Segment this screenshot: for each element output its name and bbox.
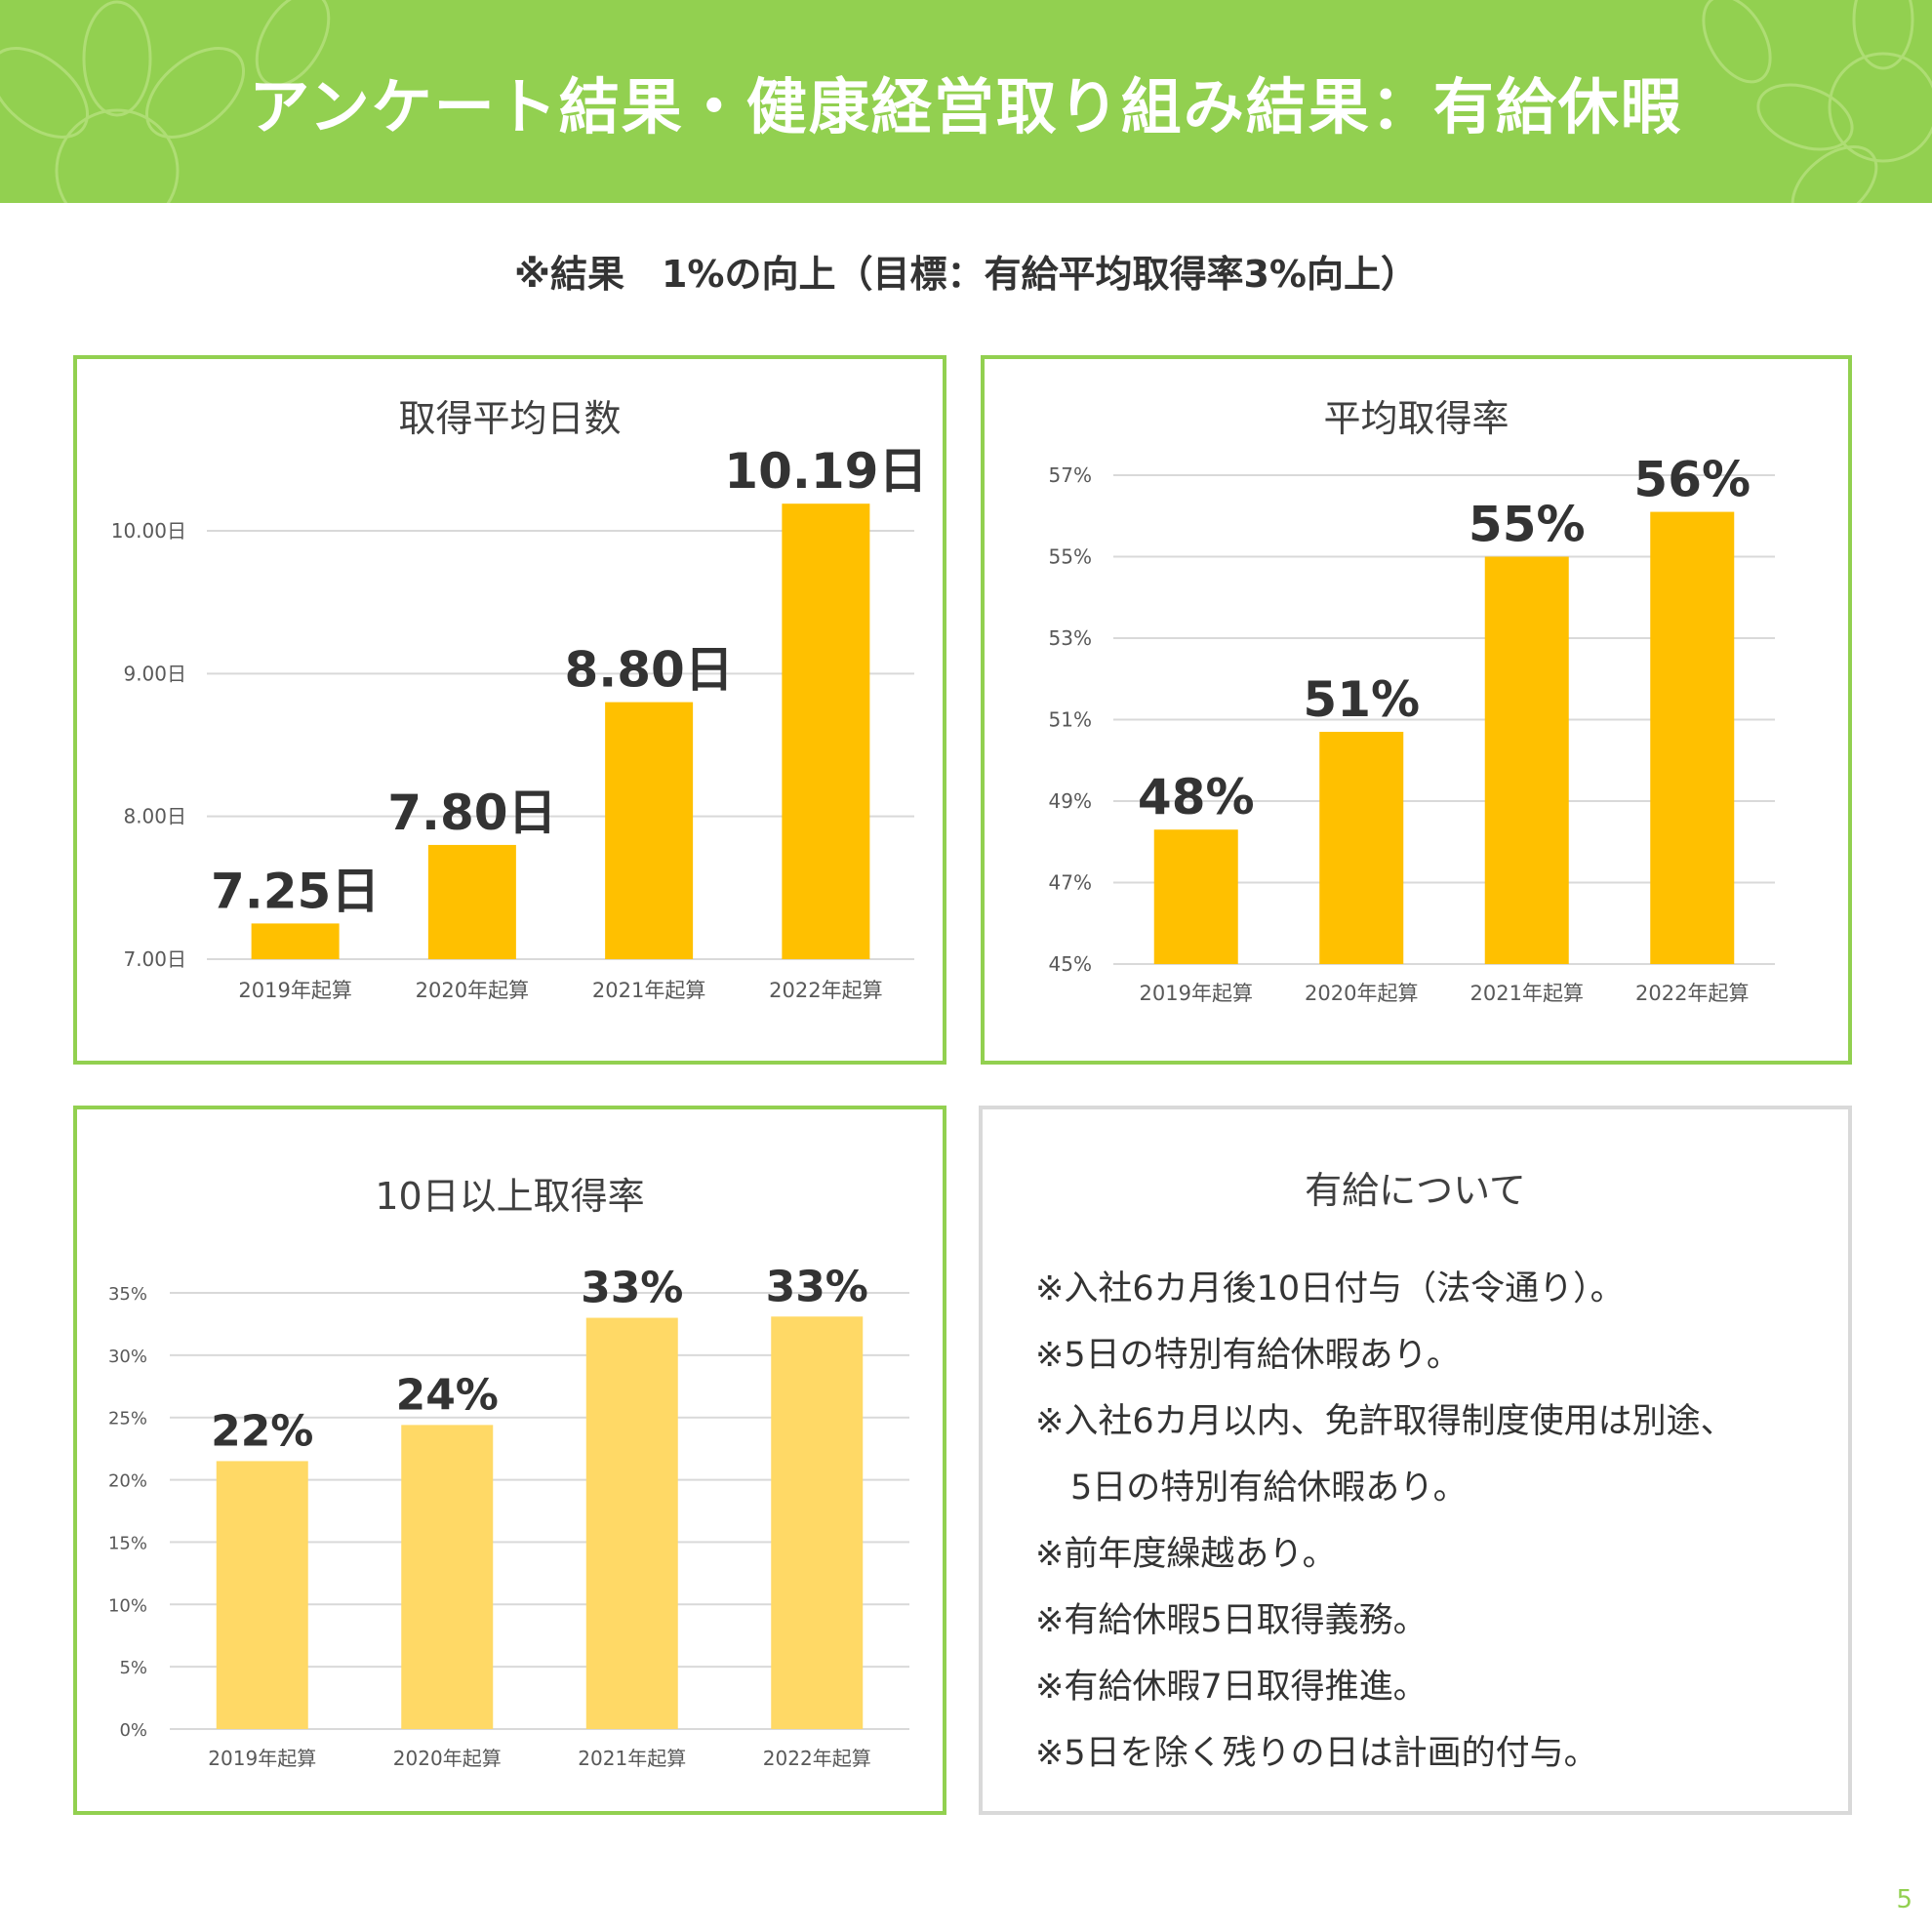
ten-days-rate-chart: 0% 5% 10% 15% 20% 25% 30% 35% 2019年起算 22% 2020年起算 2… <box>108 1262 909 1770</box>
chart-title: 平均取得率 <box>1323 397 1509 440</box>
bar <box>605 702 694 959</box>
y-tick-label: 55% <box>1049 545 1092 569</box>
data-label: 55% <box>1469 497 1586 553</box>
bar <box>782 503 870 959</box>
avg-days-chart: 7.00日 8.00日 9.00日 10.00日 2019年起算 7.25日 2020年起算… <box>111 443 928 1002</box>
bar <box>216 1461 308 1729</box>
data-label: 7.25日 <box>211 863 380 919</box>
avg-rate-chart: 45% 47% 49% 51% 53% 55% 57% 2019年起算 48% 2020年起算 51… <box>1049 452 1775 1005</box>
bar <box>427 844 516 959</box>
x-tick-label: 2021年起算 <box>1470 982 1584 1005</box>
info-list: ※入社6カ月後10日付与（法令通り）。 ※5日の特別有給休暇あり。 ※入社6カ月… <box>1035 1256 1735 1787</box>
data-label: 22% <box>211 1406 313 1456</box>
y-tick-label: 47% <box>1049 871 1092 895</box>
y-tick-label: 53% <box>1049 626 1092 650</box>
bar <box>1484 556 1569 964</box>
x-tick-label: 2019年起算 <box>1140 982 1253 1005</box>
info-title: 有給について <box>1305 1169 1526 1212</box>
x-tick-label: 2022年起算 <box>769 979 882 1002</box>
y-tick-label: 5% <box>119 1658 147 1678</box>
info-item: ※5日を除く残りの日は計画的付与。 <box>1035 1734 1598 1773</box>
y-tick-label: 10% <box>108 1595 147 1616</box>
paid-leave-info-panel: 有給について ※入社6カ月後10日付与（法令通り）。 ※5日の特別有給休暇あり。… <box>979 1106 1852 1815</box>
chart-title: 10日以上取得率 <box>375 1175 645 1218</box>
info-item: ※有給休暇5日取得義務。 <box>1035 1601 1428 1640</box>
y-tick-label: 45% <box>1049 952 1092 976</box>
y-tick-label: 8.00日 <box>123 805 186 828</box>
bar <box>1650 511 1735 964</box>
data-label: 33% <box>766 1262 868 1311</box>
bar <box>585 1317 678 1729</box>
y-tick-label: 20% <box>108 1471 147 1492</box>
y-tick-label: 25% <box>108 1409 147 1429</box>
x-tick-label: 2022年起算 <box>763 1747 871 1770</box>
info-item: 5日の特別有給休暇あり。 <box>1070 1469 1468 1508</box>
bar <box>1319 732 1404 964</box>
info-item: ※有給休暇7日取得推進。 <box>1035 1668 1428 1707</box>
ten-days-rate-chart-panel: 10日以上取得率 0% 5% 10% 15% 20% 25% 30% 35% 2019年起算 22… <box>73 1106 946 1815</box>
result-subtitle: ※結果 1%の向上（目標：有給平均取得率3%向上） <box>514 253 1418 296</box>
bar <box>1153 829 1238 964</box>
page-number: 5 <box>1896 1885 1912 1914</box>
y-tick-label: 0% <box>119 1720 147 1741</box>
info-item: ※5日の特別有給休暇あり。 <box>1035 1336 1461 1375</box>
x-tick-label: 2020年起算 <box>1305 982 1418 1005</box>
data-label: 33% <box>581 1264 683 1313</box>
y-tick-label: 30% <box>108 1347 147 1367</box>
y-tick-label: 10.00日 <box>111 519 186 543</box>
data-label: 48% <box>1138 769 1255 825</box>
info-item: ※前年度繰越あり。 <box>1035 1535 1337 1574</box>
x-tick-label: 2019年起算 <box>208 1747 316 1770</box>
data-label: 51% <box>1303 671 1420 728</box>
y-tick-label: 9.00日 <box>123 662 186 685</box>
bar <box>251 923 340 959</box>
x-tick-label: 2022年起算 <box>1635 982 1749 1005</box>
page-title: アンケート結果・健康経営取り組み結果：有給休暇 <box>249 71 1683 142</box>
avg-days-chart-panel: 取得平均日数 7.00日 8.00日 9.00日 10.00日 2019年起算 7.25日… <box>73 355 946 1065</box>
info-item: ※入社6カ月以内、免許取得制度使用は別途、 <box>1035 1402 1735 1441</box>
data-label: 8.80日 <box>564 642 733 699</box>
x-tick-label: 2020年起算 <box>393 1747 502 1770</box>
sunflower-decoration-icon <box>0 0 1932 203</box>
data-label: 10.19日 <box>724 443 927 500</box>
avg-rate-chart-panel: 平均取得率 45% 47% 49% 51% 53% 55% 57% 2019年起算 48% 202… <box>981 355 1852 1065</box>
y-tick-label: 35% <box>108 1284 147 1305</box>
bar <box>771 1316 864 1729</box>
x-tick-label: 2019年起算 <box>238 979 351 1002</box>
y-tick-label: 51% <box>1049 708 1092 732</box>
info-item: ※入社6カ月後10日付与（法令通り）。 <box>1035 1269 1625 1308</box>
data-label: 24% <box>396 1370 499 1420</box>
y-tick-label: 49% <box>1049 789 1092 813</box>
data-label: 56% <box>1633 452 1751 508</box>
x-tick-label: 2021年起算 <box>578 1747 686 1770</box>
bar <box>401 1425 494 1729</box>
data-label: 7.80日 <box>387 785 556 841</box>
x-tick-label: 2021年起算 <box>592 979 705 1002</box>
y-tick-label: 57% <box>1049 463 1092 487</box>
y-tick-label: 7.00日 <box>123 947 186 971</box>
y-tick-label: 15% <box>108 1533 147 1553</box>
x-tick-label: 2020年起算 <box>416 979 529 1002</box>
header-banner: アンケート結果・健康経営取り組み結果：有給休暇 <box>0 0 1932 203</box>
chart-title: 取得平均日数 <box>398 397 622 440</box>
